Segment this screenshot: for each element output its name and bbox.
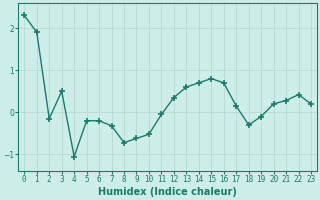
X-axis label: Humidex (Indice chaleur): Humidex (Indice chaleur) — [98, 187, 237, 197]
